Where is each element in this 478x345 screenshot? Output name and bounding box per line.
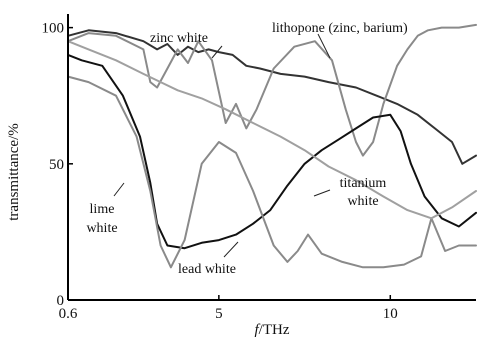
x-axis-label-unit: /THz bbox=[259, 322, 290, 338]
annotation-leaders bbox=[113, 33, 331, 258]
series-line-titanium-white bbox=[67, 75, 477, 269]
series-layer bbox=[67, 23, 477, 269]
annotation-lead-white: lead white bbox=[178, 262, 236, 277]
y-tick-label: 0 bbox=[57, 293, 65, 309]
y-tick-label: 100 bbox=[42, 21, 65, 37]
x-axis-label: f/THz bbox=[255, 322, 290, 338]
annotation-zinc-white: zinc white bbox=[150, 31, 208, 46]
leader-lime-white bbox=[113, 182, 125, 197]
x-tick-label: 5 bbox=[215, 306, 223, 322]
annotation-lithopone: lithopone (zinc, barium) bbox=[272, 21, 408, 36]
series-line-zinc-white bbox=[67, 29, 477, 165]
annotation-titanium-white: white bbox=[347, 194, 378, 209]
y-axis-label: transmittance/% bbox=[6, 123, 22, 220]
leader-lead-white bbox=[223, 241, 239, 258]
series-line-lithopone-zinc-barium bbox=[67, 23, 477, 157]
annotation-lime-white: white bbox=[86, 221, 117, 236]
x-tick-label: 0.6 bbox=[59, 306, 78, 322]
leader-zinc-white bbox=[211, 45, 223, 59]
series-line-lime-white bbox=[67, 40, 477, 220]
leader-titanium-white bbox=[313, 189, 331, 197]
leader-lithopone bbox=[317, 33, 331, 59]
axes bbox=[67, 14, 476, 301]
ticks: 0 50 100 0.6 5 10 bbox=[42, 21, 398, 322]
y-tick-label: 50 bbox=[49, 157, 64, 173]
series-line-lead-white bbox=[67, 53, 477, 250]
annotation-lime: lime bbox=[90, 202, 115, 217]
x-tick-label: 10 bbox=[383, 306, 398, 322]
annotation-titanium: titanium bbox=[340, 176, 387, 191]
x-axis-label-symbol: f bbox=[255, 322, 261, 338]
